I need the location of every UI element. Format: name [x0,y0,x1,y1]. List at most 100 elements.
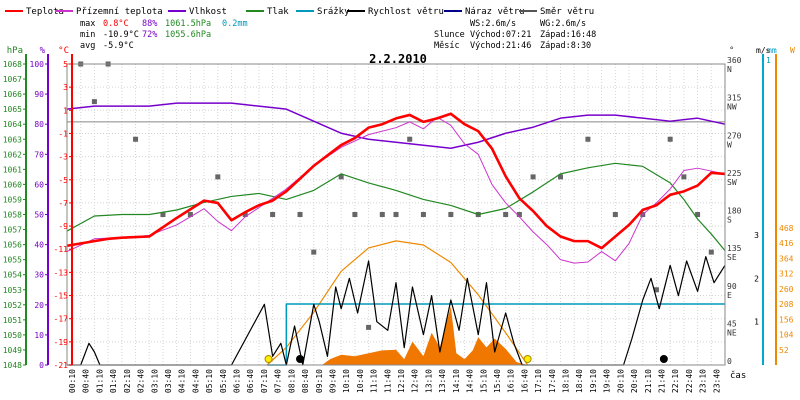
x-tick-label: 11:40 [383,369,392,393]
axis-humidity-tick-label: 100 [30,60,45,69]
stats-value: 1061.5hPa [165,19,211,29]
axis-humidity-tick-label: 90 [34,90,44,99]
axis-celsius-tick-label: 3 [63,83,68,92]
legend-label: Přízemní teplota [76,7,163,17]
stats-value: -5.9°C [103,41,134,51]
axis-humidity-tick-label: 20 [34,301,44,310]
x-tick-label: 08:10 [287,369,296,393]
wind-direction-point [379,212,385,217]
axis-hpa-tick-label: 1051 [3,316,22,325]
x-tick-label: 19:40 [603,369,612,393]
x-tick-label: 14:40 [466,369,475,393]
wind-direction-point [420,212,426,217]
x-tick-label: 03:10 [150,369,159,393]
axis-humidity-tick-label: 30 [34,271,44,280]
axis-wm2-tick-label: 312 [779,270,794,279]
axis-hpa-title: hPa [7,46,23,56]
axis-hpa-tick-label: 1062 [3,150,22,159]
stats-wind-gust: WG:2.6m/s [540,19,586,29]
axis-hpa-tick-label: 1055 [3,256,22,265]
plot-frame [66,63,726,366]
stats-label: avg [80,41,95,51]
x-tick-label: 04:10 [178,369,187,393]
stats-label: min [80,30,95,40]
x-tick-label: 17:40 [548,369,557,393]
axis-dir-compass-label: N [727,65,732,74]
axis-dir-compass-label: SW [727,178,737,187]
x-tick-label: 18:10 [562,369,571,393]
stats-wind-speed: WS:2.6m/s [470,19,516,29]
x-tick-label: 12:40 [411,369,420,393]
wind-direction-point [407,136,413,142]
stats-value: 72% [142,30,157,40]
wind-direction-point [612,212,618,217]
stats-value: 0.8°C [103,19,129,29]
axis-hpa-tick-label: 1060 [3,180,22,189]
wind-direction-point [530,174,536,180]
sunrise-marker [264,355,273,363]
axis-celsius-tick-label: -19 [54,338,69,347]
x-axis-label: čas [730,370,746,381]
axis-humidity-tick-label: 0 [39,361,44,370]
x-tick-label: 14:10 [452,369,461,393]
axis-dir-tick-label: 90 [727,282,737,291]
x-tick-label: 19:10 [589,369,598,393]
x-tick-label: 03:40 [164,369,173,393]
x-tick-label: 21:10 [644,369,653,393]
stats-label: max [80,19,95,29]
x-tick-label: 13:10 [424,369,433,393]
axis-hpa-tick-label: 1052 [3,301,22,310]
axis-humidity-tick-label: 10 [34,331,44,340]
axis-hpa-tick-label: 1058 [3,211,22,220]
stats-moon-label: Měsíc [434,41,460,51]
axis-wm2-tick-label: 156 [779,315,794,324]
x-tick-label: 12:10 [397,369,406,393]
legend-label: Směr větru [540,7,594,17]
axis-dir-compass-label: S [727,216,732,225]
wind-direction-point [667,136,673,142]
axis-dir-tick-label: 180 [727,207,742,216]
axis-wm2-tick-label: 416 [779,239,794,248]
axis-hpa-tick-label: 1064 [3,120,22,129]
x-tick-label: 09:10 [315,369,324,393]
axis-celsius-tick-label: 1 [63,106,68,115]
axis-dir-tick-label: 315 [727,94,742,103]
moonset-marker [296,355,305,363]
x-tick-label: 02:40 [137,369,146,393]
axis-wm2-title: W [790,46,795,55]
x-tick-label: 22:10 [671,369,680,393]
axis-dir-tick-label: 45 [727,319,737,328]
stats-sun-label: Slunce [434,30,465,40]
axis-celsius-tick-label: -17 [54,315,69,324]
axis-dir-tick-label: 360 [727,56,742,65]
axis-celsius-tick-label: -15 [54,292,69,301]
axis-humidity-title: % [40,46,46,56]
axis-celsius-tick-label: -13 [54,268,69,277]
axis-celsius-tick-label: 5 [63,60,68,69]
wind-direction-point [695,212,701,217]
wind-direction-point [270,212,276,217]
wind-direction-point [297,212,303,217]
x-tick-label: 15:10 [479,369,488,393]
x-tick-label: 17:10 [534,369,543,393]
axis-hpa-tick-label: 1057 [3,226,22,235]
axis-ms-tick-label: 1 [754,318,759,327]
axis-wm2-tick-label: 468 [779,224,794,233]
axis-mm-tick-label: 1 [766,56,771,65]
axis-hpa-tick-label: 1049 [3,346,22,355]
legend: Teplota Přízemní teplota Vlhkost Tlak Srážky… [5,7,594,17]
x-tick-label: 15:40 [493,369,502,393]
axis-celsius-tick-label: -21 [54,361,69,370]
wind-direction-point [585,136,591,142]
wind-direction-point [160,212,166,217]
axis-hpa-tick-label: 1048 [3,361,22,370]
wind-direction-point [393,212,399,217]
x-tick-label: 01:40 [109,369,118,393]
x-tick-label: 23:40 [712,369,721,393]
wind-direction-point [516,212,522,217]
x-tick-label: 18:40 [575,369,584,393]
axis-dir-title: ° [729,46,734,56]
